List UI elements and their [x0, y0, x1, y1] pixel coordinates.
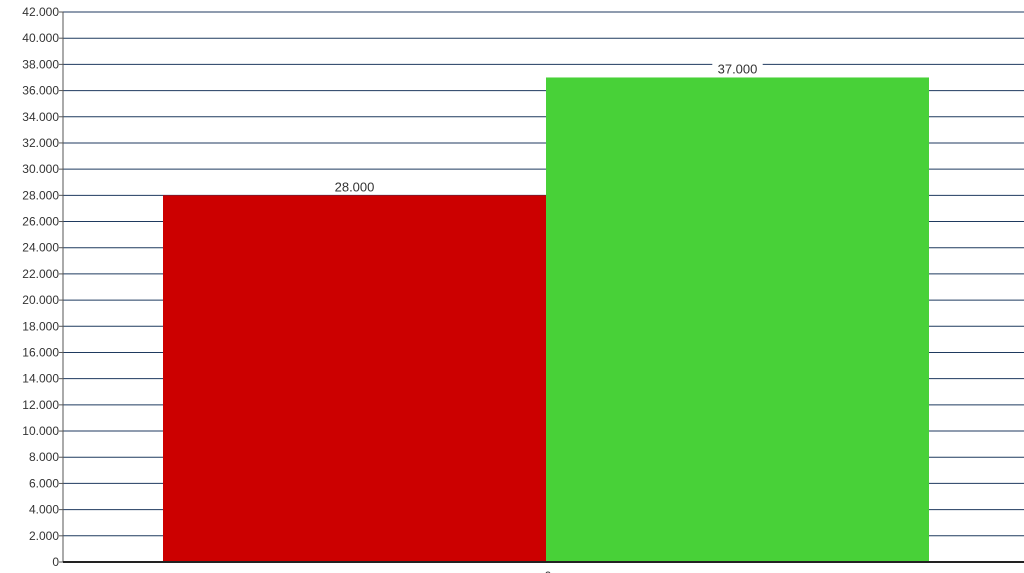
- bar-series-1: [163, 195, 546, 563]
- y-tick-label: 10.000: [22, 424, 59, 438]
- y-tick-label: 18.000: [22, 319, 59, 333]
- y-tick-label: 0: [52, 555, 59, 569]
- bar-series-2: [546, 77, 929, 562]
- y-tick-label: 22.000: [22, 267, 59, 281]
- data-label-background: [329, 179, 380, 195]
- y-tick-label: 30.000: [22, 162, 59, 176]
- y-tick-label: 8.000: [29, 450, 59, 464]
- y-tick-label: 38.000: [22, 57, 59, 71]
- y-tick-labels: 0 2.000 4.000 6.000 8.000 10.000 12.000 14.000 1…: [22, 5, 63, 569]
- data-label-background: [712, 61, 763, 77]
- axes: [62, 12, 1024, 563]
- data-label: 28.000: [335, 179, 375, 194]
- y-tick-label: 36.000: [22, 84, 59, 98]
- y-tick-label: 32.000: [22, 136, 59, 150]
- y-tick-label: 2.000: [29, 529, 59, 543]
- y-tick-label: 12.000: [22, 398, 59, 412]
- data-label: 37.000: [718, 61, 758, 76]
- y-tick-label: 28.000: [22, 188, 59, 202]
- y-tick-label: 26.000: [22, 215, 59, 229]
- x-tick-label: r0: [541, 569, 552, 573]
- y-tick-label: 24.000: [22, 241, 59, 255]
- bars: [163, 77, 929, 563]
- y-tick-label: 16.000: [22, 345, 59, 359]
- y-tick-label: 34.000: [22, 110, 59, 124]
- x-tick-labels: r0: [541, 569, 552, 573]
- y-tick-label: 14.000: [22, 372, 59, 386]
- data-labels: 28.000 37.000: [329, 61, 763, 195]
- y-tick-label: 42.000: [22, 5, 59, 19]
- y-tick-label: 20.000: [22, 293, 59, 307]
- y-tick-label: 4.000: [29, 503, 59, 517]
- y-tick-label: 40.000: [22, 31, 59, 45]
- y-tick-label: 6.000: [29, 476, 59, 490]
